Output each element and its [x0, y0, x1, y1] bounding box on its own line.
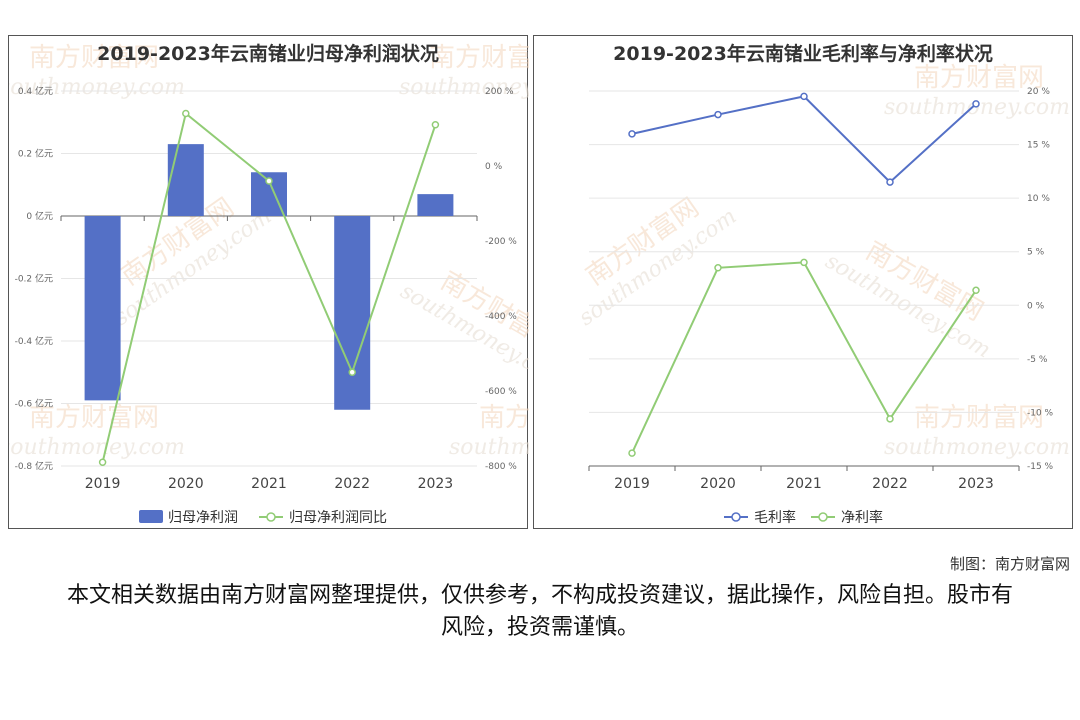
right-tick-label: 10 % — [1027, 194, 1050, 204]
x-tick-label: 2022 — [334, 476, 370, 492]
watermark-en: southmoney.com — [399, 75, 529, 100]
x-tick-label: 2021 — [786, 476, 822, 492]
legend-swatch-dot-1 — [818, 512, 828, 522]
right-tick-label: 0 % — [1027, 301, 1045, 311]
net-profit-chart: 南方财富网southmoney.com南方财富网southmoney.com南方… — [9, 43, 529, 526]
point-yoy-2021 — [265, 177, 273, 185]
x-tick-label: 2020 — [168, 476, 204, 492]
point-series-1-2020 — [714, 264, 722, 272]
right-tick-label: -10 % — [1027, 408, 1054, 418]
legend-label-bar: 归母净利润 — [168, 509, 238, 526]
right-tick-label: 20 % — [1027, 87, 1050, 97]
legend-label-line: 归母净利润同比 — [289, 509, 387, 526]
point-series-1-2023 — [972, 286, 980, 295]
left-tick-label: -0.2 亿元 — [15, 273, 53, 285]
chart-panel-net-profit: 南方财富网southmoney.com南方财富网southmoney.com南方… — [8, 35, 529, 529]
chart-credit: 制图：南方财富网 — [949, 555, 1070, 573]
right-tick-label: 5 % — [1027, 248, 1045, 258]
right-tick-label: 15 % — [1027, 141, 1050, 151]
chart-title-margins: 2019-2023年云南锗业毛利率与净利率状况 — [613, 43, 993, 65]
point-yoy-2023 — [431, 121, 440, 129]
right-tick-label: -600 % — [485, 387, 517, 397]
point-series-0-2019 — [628, 130, 636, 138]
watermark-cn: 南方财富网 — [479, 403, 529, 433]
legend-swatch-line-dot — [266, 512, 276, 522]
x-tick-label: 2019 — [85, 476, 121, 492]
legend-label-1: 净利率 — [841, 509, 883, 526]
point-series-1-2022 — [886, 415, 894, 423]
bar-net-profit-2022 — [334, 216, 371, 410]
x-tick-label: 2019 — [614, 476, 650, 492]
watermark-cn: 南方财富网 — [914, 403, 1044, 433]
left-tick-label: 0.4 亿元 — [18, 85, 53, 97]
point-series-0-2023 — [972, 100, 980, 108]
watermark-en: southmoney.com — [884, 95, 1070, 120]
legend-swatch-bar — [139, 510, 163, 523]
point-yoy-2020 — [182, 109, 190, 118]
watermark-cn: 南方财富网 — [914, 63, 1044, 93]
right-tick-label: -5 % — [1027, 355, 1048, 365]
watermark-en: southmoney.com — [449, 435, 529, 460]
watermark-en: southmoney.com — [884, 435, 1070, 460]
disclaimer-text: 本文相关数据由南方财富网整理提供，仅供参考，不构成投资建议，据此操作，风险自担。… — [66, 583, 1013, 640]
right-tick-label: -800 % — [485, 462, 517, 472]
point-yoy-2019 — [98, 458, 107, 466]
x-tick-label: 2023 — [418, 476, 454, 492]
right-tick-label: 200 % — [485, 87, 514, 97]
point-series-0-2021 — [800, 92, 808, 101]
chart-panel-margins: 南方财富网 southmoney.com 南方财富网 southmoney.com 南方… — [533, 35, 1073, 529]
left-tick-label: -0.4 亿元 — [15, 335, 53, 347]
right-tick-label: -15 % — [1027, 462, 1054, 472]
bar-net-profit-2020 — [167, 144, 204, 216]
right-tick-label: -200 % — [485, 237, 517, 247]
watermark-en: southmoney.com — [9, 435, 185, 460]
x-tick-label: 2022 — [872, 476, 908, 492]
left-tick-label: 0 亿元 — [26, 210, 53, 222]
bar-net-profit-2023 — [417, 194, 454, 216]
chart-title-net-profit: 2019-2023年云南锗业归母净利润状况 — [97, 43, 439, 65]
point-series-1-2019 — [628, 449, 636, 457]
point-series-0-2022 — [886, 178, 894, 186]
x-tick-label: 2023 — [958, 476, 994, 492]
right-tick-label: 0 % — [485, 162, 503, 172]
legend-label-0: 毛利率 — [754, 509, 796, 526]
left-tick-label: -0.6 亿元 — [15, 398, 53, 410]
legend-swatch-dot-0 — [731, 512, 741, 522]
margins-chart: 南方财富网southmoney.com南方财富网southmoney.com南方… — [575, 63, 1070, 526]
bar-net-profit-2019 — [84, 216, 121, 401]
x-tick-label: 2020 — [700, 476, 736, 492]
point-yoy-2022 — [348, 368, 356, 376]
watermark-cn: 南方财富网 — [29, 43, 159, 73]
left-tick-label: 0.2 亿元 — [18, 148, 53, 160]
watermark-cn: 南方财富网 — [429, 43, 529, 73]
watermark-cn: 南方财富网 — [29, 403, 159, 433]
left-tick-label: -0.8 亿元 — [15, 460, 53, 472]
watermark-en: southmoney.com — [9, 75, 185, 100]
right-tick-label: -400 % — [485, 312, 517, 322]
point-series-1-2021 — [800, 258, 808, 267]
x-tick-label: 2021 — [251, 476, 287, 492]
point-series-0-2020 — [714, 110, 722, 119]
